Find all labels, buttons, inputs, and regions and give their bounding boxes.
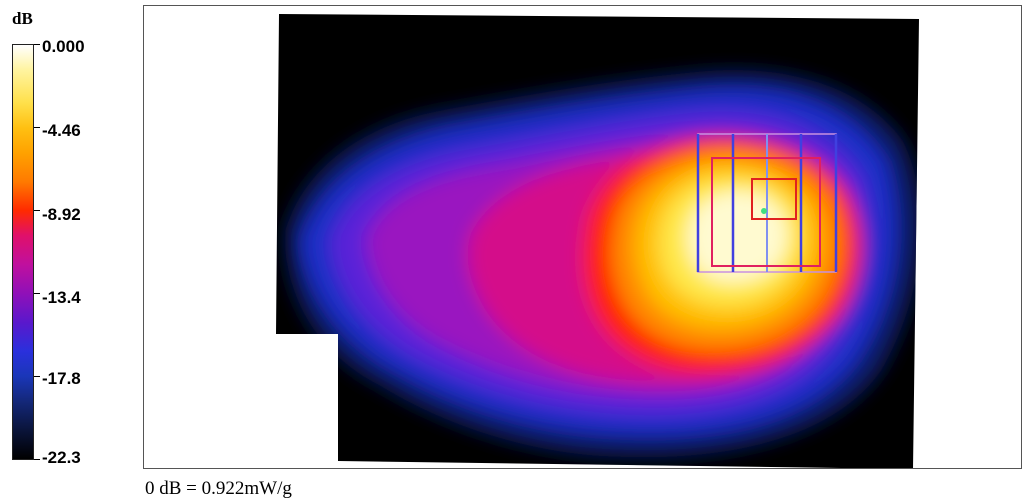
colorbar-tick (34, 210, 40, 211)
reference-level-note: 0 dB = 0.922mW/g (145, 478, 292, 499)
colorbar-tick (34, 376, 40, 377)
colorbar-tick-label: -22.3 (42, 448, 81, 467)
contour-band (687, 190, 788, 283)
colorbar-tick (34, 459, 40, 460)
colorbar-tick-label: -4.46 (42, 121, 81, 140)
colorbar-unit-label: dB (12, 9, 33, 28)
heatmap-plot (276, 14, 919, 468)
colorbar-tick-label: 0.000 (42, 37, 85, 56)
colorbar-tick-label: -13.4 (42, 288, 81, 307)
colorbar (12, 44, 34, 460)
colorbar-tick (34, 293, 40, 294)
colorbar-tick (34, 127, 40, 128)
colorbar-tick-label: -8.92 (42, 205, 81, 224)
colorbar-tick-label: -17.8 (42, 369, 81, 388)
colorbar-tick (34, 44, 40, 45)
heatmap-plot-frame (143, 5, 1022, 469)
zoom-scan-grid (696, 133, 838, 273)
